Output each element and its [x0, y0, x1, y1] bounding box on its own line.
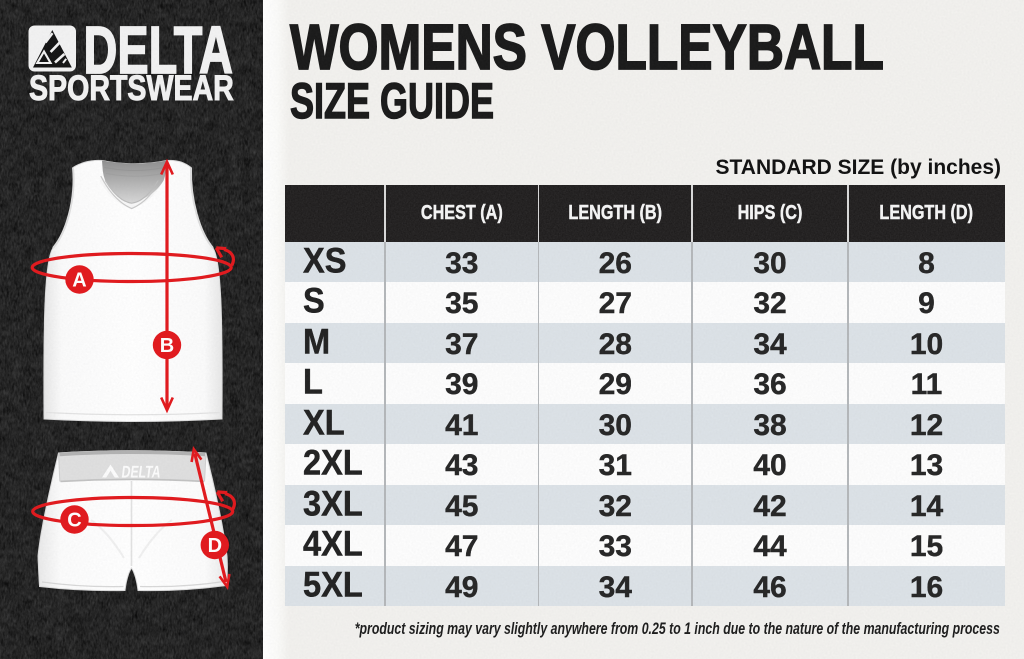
- svg-text:C: C: [67, 510, 81, 532]
- svg-text:DELTA: DELTA: [120, 464, 161, 482]
- svg-text:SPORTSWEAR: SPORTSWEAR: [29, 68, 234, 107]
- svg-text:B: B: [160, 335, 174, 357]
- svg-text:A: A: [72, 270, 86, 292]
- svg-text:D: D: [208, 535, 222, 557]
